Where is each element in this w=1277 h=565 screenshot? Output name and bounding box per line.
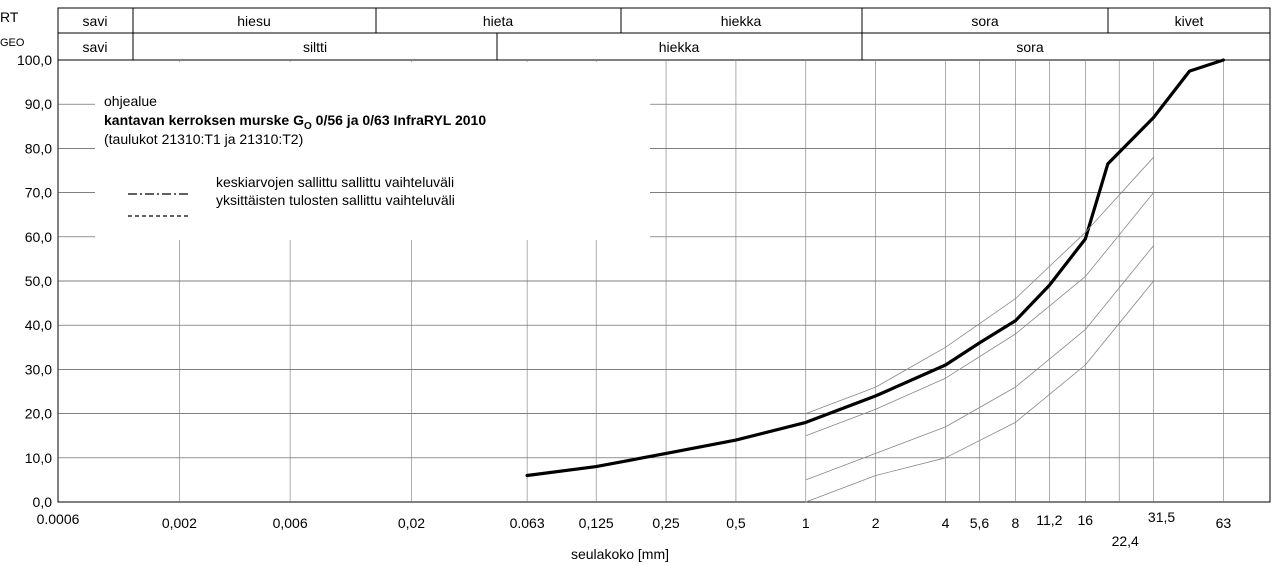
- header-table: RT GEO savi hiesu hieta hiekka sora kive…: [0, 7, 1271, 61]
- limit-curve: [805, 280, 1154, 503]
- geo-cell-savi: savi: [83, 39, 108, 55]
- x-tick-label: 0,5: [726, 515, 746, 531]
- y-tick-label: 80,0: [25, 140, 52, 156]
- y-tick-label: 100,0: [17, 52, 52, 68]
- header-row-label-rt: RT: [0, 9, 19, 25]
- y-tick-label: 40,0: [25, 317, 52, 333]
- x-axis-title: seulakoko [mm]: [571, 546, 669, 562]
- y-tick-label: 60,0: [25, 229, 52, 245]
- limit-curve: [805, 156, 1154, 415]
- y-tick-label: 10,0: [25, 450, 52, 466]
- y-tick-label: 50,0: [25, 273, 52, 289]
- x-tick-label: 0,006: [273, 515, 308, 531]
- legend-dashdot-label: keskiarvojen sallittu sallittu vaihteluv…: [216, 174, 454, 190]
- x-axis-tick-labels: 0.0006 0,002 0,006 0,02 0.063 0,125 0,25 0,5 1 2 4…: [37, 509, 1232, 549]
- y-tick-label: 20,0: [25, 406, 52, 422]
- limit-curve: [805, 192, 1154, 437]
- rt-cell-sora: sora: [971, 13, 998, 29]
- y-tick-label: 70,0: [25, 185, 52, 201]
- x-tick-label: 0,25: [652, 515, 679, 531]
- geo-cell-hiekka: hiekka: [659, 39, 700, 55]
- x-tick-label: 63: [1216, 515, 1232, 531]
- x-tick-label: 16: [1077, 512, 1093, 528]
- grid-lines: [57, 59, 1271, 503]
- y-tick-label: 90,0: [25, 96, 52, 112]
- annotation-title: ohjealue: [104, 93, 157, 109]
- x-tick-label: 22,4: [1112, 533, 1139, 549]
- x-tick-label: 31,5: [1148, 509, 1175, 525]
- rt-cell-hiekka: hiekka: [721, 13, 762, 29]
- annotation-panel: ohjealue kantavan kerroksen murske GO 0/…: [95, 62, 650, 240]
- x-tick-label: 0,002: [162, 515, 197, 531]
- y-axis-tick-labels: 0,0 10,0 20,0 30,0 40,0 50,0 60,0 70,0 80,0 90,0 1…: [17, 52, 52, 510]
- x-tick-label: 2: [872, 515, 880, 531]
- x-tick-label: 0,02: [398, 515, 425, 531]
- x-tick-label: 0.0006: [37, 511, 80, 527]
- geo-cell-siltti: siltti: [303, 39, 327, 55]
- rt-cell-hiesu: hiesu: [237, 13, 270, 29]
- rt-cell-savi: savi: [83, 13, 108, 29]
- rt-cell-kivet: kivet: [1175, 13, 1204, 29]
- grading-curve: [525, 58, 1226, 478]
- annotation-heading: kantavan kerroksen murske GO 0/56 ja 0/6…: [104, 112, 486, 132]
- y-tick-label: 30,0: [25, 361, 52, 377]
- x-tick-label: 11,2: [1036, 512, 1062, 528]
- x-tick-label: 0.063: [510, 515, 545, 531]
- series-lines: [525, 58, 1226, 503]
- rt-cell-hieta: hieta: [483, 13, 514, 29]
- header-row-label-geo: GEO: [0, 37, 25, 49]
- x-tick-label: 0,125: [579, 515, 614, 531]
- annotation-reference: (taulukot 21310:T1 ja 21310:T2): [104, 131, 303, 147]
- x-tick-label: 5,6: [970, 515, 990, 531]
- x-tick-label: 4: [942, 515, 950, 531]
- geo-cell-sora: sora: [1016, 39, 1043, 55]
- y-tick-label: 0,0: [33, 494, 53, 510]
- limit-curve: [805, 245, 1154, 481]
- x-tick-label: 1: [802, 515, 810, 531]
- legend-dashed-label: yksittäisten tulosten sallittu vaihteluv…: [216, 192, 455, 208]
- x-tick-label: 8: [1012, 515, 1020, 531]
